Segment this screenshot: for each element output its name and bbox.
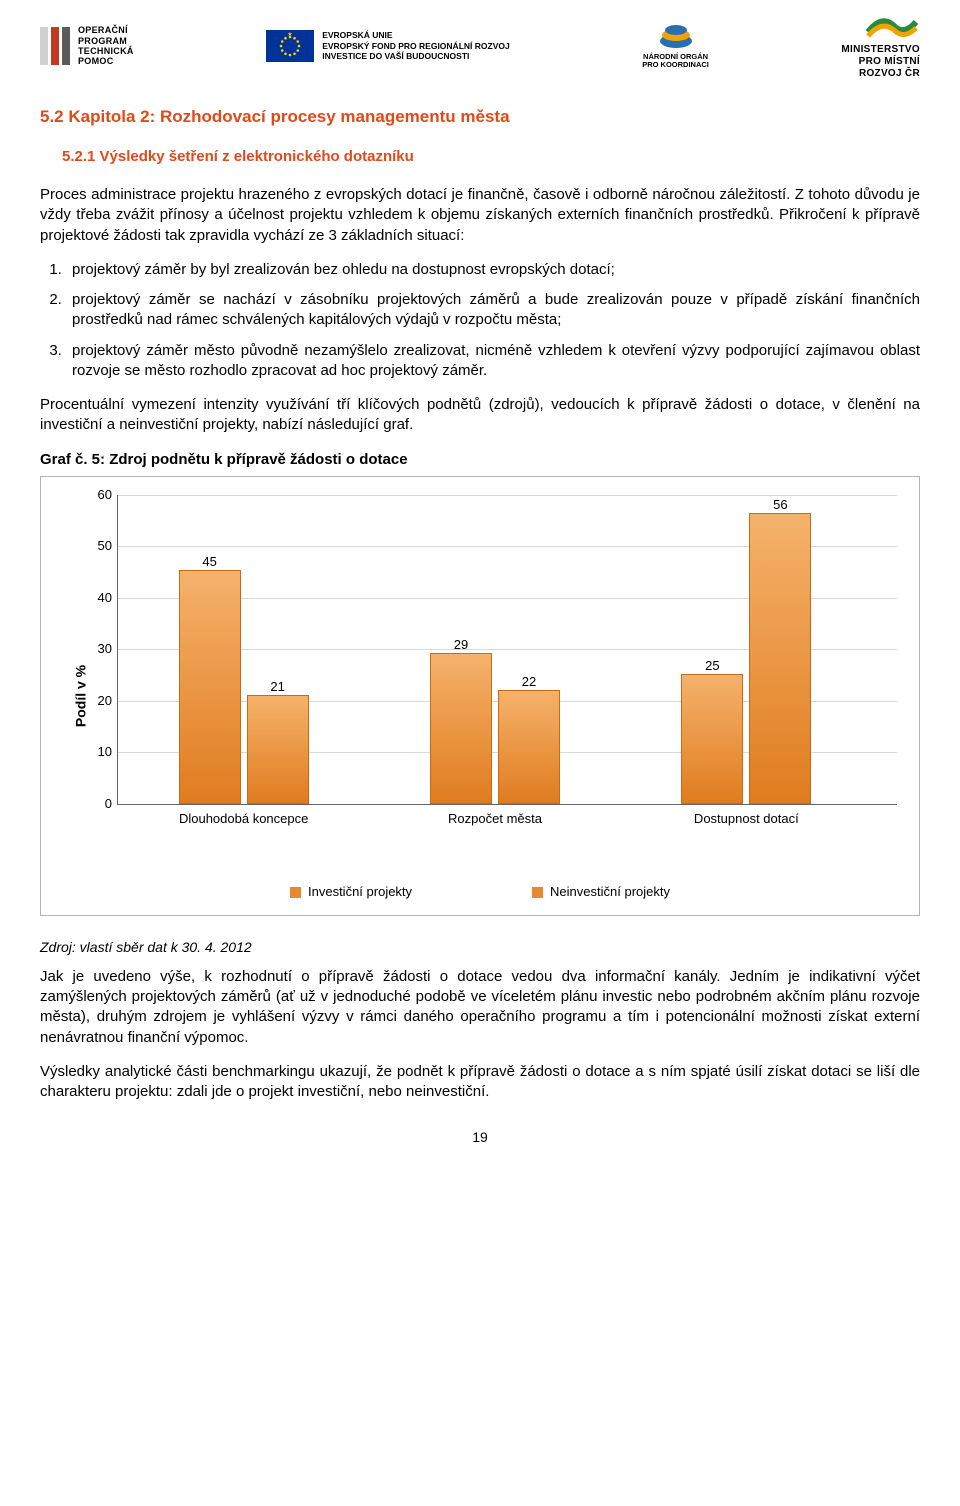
legend-label: Neinvestiční projekty: [550, 883, 670, 901]
y-tick-label: 60: [88, 486, 112, 504]
page-number: 19: [40, 1128, 920, 1147]
narodni-organ-icon: [656, 23, 696, 51]
legend-swatch-icon: [532, 887, 543, 898]
bar-value-label: 56: [773, 496, 787, 514]
chart-source: Zdroj: vlastí sběr dat k 30. 4. 2012: [40, 938, 920, 957]
y-tick-label: 50: [88, 538, 112, 556]
bar: 21: [247, 695, 309, 804]
bar: 45: [179, 570, 241, 804]
legend-item: Neinvestiční projekty: [532, 883, 670, 901]
eu-flag-icon: [266, 30, 314, 62]
logo-op-technicka-pomoc: OPERAČNÍ PROGRAM TECHNICKÁ POMOC: [40, 25, 134, 66]
bar: 22: [498, 690, 560, 804]
bar-chart: Podíl v % 01020304050604521Dlouhodobá ko…: [40, 476, 920, 916]
paragraph: Jak je uvedeno výše, k rozhodnutí o příp…: [40, 967, 920, 1048]
x-tick-label: Rozpočet města: [448, 810, 542, 828]
y-tick-label: 30: [88, 641, 112, 659]
subsection-title: 5.2.1 Výsledky šetření z elektronického …: [62, 147, 920, 167]
eu-label: EVROPSKÁ UNIE EVROPSKÝ FOND PRO REGIONÁL…: [322, 30, 510, 62]
legend-label: Investiční projekty: [308, 883, 412, 901]
bar-value-label: 22: [522, 673, 536, 691]
x-tick-label: Dostupnost dotací: [694, 810, 799, 828]
chart-title: Graf č. 5: Zdroj podnětu k přípravě žádo…: [40, 450, 920, 470]
mmr-icon: [864, 12, 920, 42]
header-logos: OPERAČNÍ PROGRAM TECHNICKÁ POMOC EVROPSK…: [40, 0, 920, 88]
paragraph: Procentuální vymezení intenzity využíván…: [40, 395, 920, 436]
y-tick-label: 40: [88, 589, 112, 607]
y-tick-label: 0: [88, 795, 112, 813]
op-tech-label: OPERAČNÍ PROGRAM TECHNICKÁ POMOC: [78, 25, 134, 66]
plot-area: 01020304050604521Dlouhodobá koncepce2922…: [117, 495, 897, 805]
bar-value-label: 25: [705, 657, 719, 675]
list-item: projektový záměr město původně nezamýšle…: [66, 341, 920, 382]
paragraph: Proces administrace projektu hrazeného z…: [40, 185, 920, 246]
logo-mmr: MINISTERSTVO PRO MÍSTNÍ ROZVOJ ČR: [841, 12, 920, 80]
x-tick-label: Dlouhodobá koncepce: [179, 810, 308, 828]
logo-eu: EVROPSKÁ UNIE EVROPSKÝ FOND PRO REGIONÁL…: [266, 30, 510, 62]
bar: 29: [430, 653, 492, 804]
bar-group: 2922: [430, 653, 560, 804]
chart-legend: Investiční projekty Neinvestiční projekt…: [41, 883, 919, 901]
paragraph: Výsledky analytické části benchmarkingu …: [40, 1062, 920, 1103]
list-item: projektový záměr se nachází v zásobníku …: [66, 290, 920, 331]
legend-item: Investiční projekty: [290, 883, 412, 901]
bar: 25: [681, 674, 743, 804]
bar-value-label: 29: [454, 636, 468, 654]
y-tick-label: 20: [88, 692, 112, 710]
section-title: 5.2 Kapitola 2: Rozhodovací procesy mana…: [40, 106, 920, 129]
bar-value-label: 45: [202, 553, 216, 571]
list-item: projektový záměr by byl zrealizován bez …: [66, 260, 920, 280]
logo-narodni-organ: NÁRODNÍ ORGÁN PRO KOORDINACI: [642, 23, 709, 70]
y-tick-label: 10: [88, 744, 112, 762]
legend-swatch-icon: [290, 887, 301, 898]
numbered-list: projektový záměr by byl zrealizován bez …: [66, 260, 920, 381]
bar: 56: [749, 513, 811, 804]
bar-value-label: 21: [270, 678, 284, 696]
bar-group: 4521: [179, 570, 309, 804]
bar-group: 2556: [681, 513, 811, 804]
op-tech-bars-icon: [40, 27, 70, 65]
